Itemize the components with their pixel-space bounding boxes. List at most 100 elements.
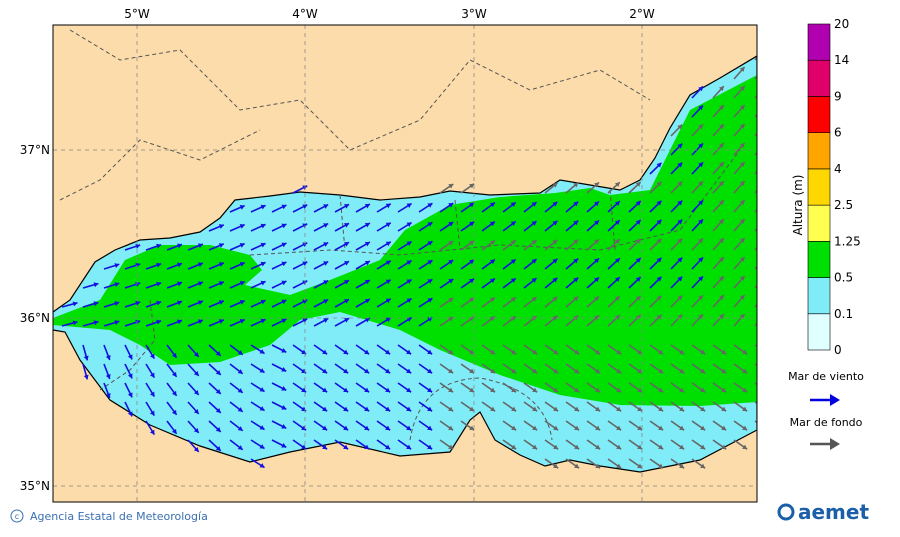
arrow-head <box>616 425 622 431</box>
logo-icon <box>777 503 795 521</box>
arrow-head <box>511 406 517 412</box>
arrow-head <box>761 219 766 224</box>
arrow-head <box>302 204 308 210</box>
arrow-head <box>574 368 580 374</box>
arrow-head <box>385 203 391 209</box>
legend-swell-arrow <box>810 438 840 450</box>
arrow-head <box>343 425 349 431</box>
legend-swell: Mar de fondo <box>790 416 863 429</box>
arrow-head <box>237 388 243 393</box>
colorbar-label: 9 <box>834 89 842 103</box>
arrow-head <box>281 242 287 248</box>
arrow-head <box>385 387 391 393</box>
arrow-head <box>448 444 454 450</box>
arrow-head <box>364 298 370 304</box>
arrow-head <box>594 258 600 264</box>
arrow-head <box>635 181 641 187</box>
arrow-head <box>385 425 391 431</box>
lat-label: 37°N <box>20 143 50 157</box>
arrow-head <box>215 351 221 356</box>
arrow-head <box>637 349 643 355</box>
arrow-head <box>594 220 600 226</box>
arrow-head <box>127 373 133 379</box>
wave-arrows <box>61 56 768 469</box>
arrow-head <box>763 350 768 355</box>
credit: Agencia Estatal de Meteorología <box>30 510 208 523</box>
arrow-head <box>739 218 745 224</box>
arrow-head <box>616 444 622 450</box>
arrow-head <box>427 222 433 227</box>
arrow-head <box>385 317 391 323</box>
arrow-head <box>531 259 537 264</box>
arrow-head <box>197 300 203 306</box>
arrow-head <box>532 406 538 412</box>
arrow-head <box>364 222 370 228</box>
arrow-head <box>637 387 643 393</box>
arrow-head <box>427 260 433 265</box>
arrow-head <box>469 183 475 189</box>
arrow-head <box>127 354 133 360</box>
arrow-head <box>677 276 683 282</box>
arrow-head <box>658 406 664 412</box>
arrow-head <box>656 162 662 168</box>
colorbar-segment <box>807 204 831 242</box>
arrow-head <box>323 299 329 304</box>
arrow-head <box>553 349 559 355</box>
arrow-head <box>573 258 579 264</box>
colorbar-segment <box>807 132 831 170</box>
arrow-head <box>553 387 559 393</box>
arrow-head <box>343 406 349 412</box>
arrow-head <box>511 368 517 374</box>
arrow-head <box>531 278 537 283</box>
arrow-head <box>364 203 370 209</box>
arrow-head <box>656 295 662 301</box>
arrow-head <box>698 219 703 225</box>
arrow-head <box>552 296 558 302</box>
arrow-head <box>698 295 703 301</box>
significant-height-zone <box>53 75 757 406</box>
arrow-head <box>156 281 162 287</box>
arrow-head <box>177 281 183 287</box>
arrow-head <box>614 201 620 207</box>
arrow-head <box>406 349 412 355</box>
arrow-head <box>448 387 454 393</box>
arrow-head <box>344 318 350 323</box>
arrow-head <box>259 349 265 354</box>
arrow-head <box>595 444 601 450</box>
colorbar-label: 4 <box>834 162 842 176</box>
arrow-head <box>677 257 683 263</box>
arrow-head <box>656 181 662 187</box>
arrow-head <box>721 349 727 355</box>
arrow-head <box>260 223 266 229</box>
arrow-head <box>698 257 703 263</box>
colorbar-segment <box>807 313 831 351</box>
arrow-head <box>218 262 224 267</box>
arrow-head <box>149 410 155 416</box>
colorbar-segment <box>807 96 831 133</box>
arrow-head <box>531 316 537 321</box>
arrow-head <box>322 368 328 374</box>
arrow-head <box>742 387 748 393</box>
arrow-head <box>448 260 454 265</box>
arrow-head <box>700 368 706 374</box>
arrow-head <box>218 243 224 248</box>
arrow-head <box>490 368 496 374</box>
arrow-head <box>302 318 308 324</box>
arrow-head <box>469 202 475 208</box>
arrow-head <box>281 443 287 448</box>
arrow-head <box>448 298 454 303</box>
arrow-head <box>511 444 517 450</box>
arrow-head <box>761 86 766 91</box>
lat-label: 35°N <box>20 479 50 493</box>
arrow-head <box>364 317 370 323</box>
arrow-head <box>698 162 703 168</box>
colorbar-label: 2.5 <box>834 198 853 212</box>
colorbar-label: 20 <box>834 17 849 31</box>
arrow-head <box>742 425 748 431</box>
arrow-head <box>677 124 683 130</box>
arrow-head <box>406 387 412 393</box>
arrow-head <box>532 368 538 374</box>
lon-label: 3°W <box>461 7 487 21</box>
arrow-head <box>573 296 579 302</box>
arrow-head <box>679 349 685 355</box>
